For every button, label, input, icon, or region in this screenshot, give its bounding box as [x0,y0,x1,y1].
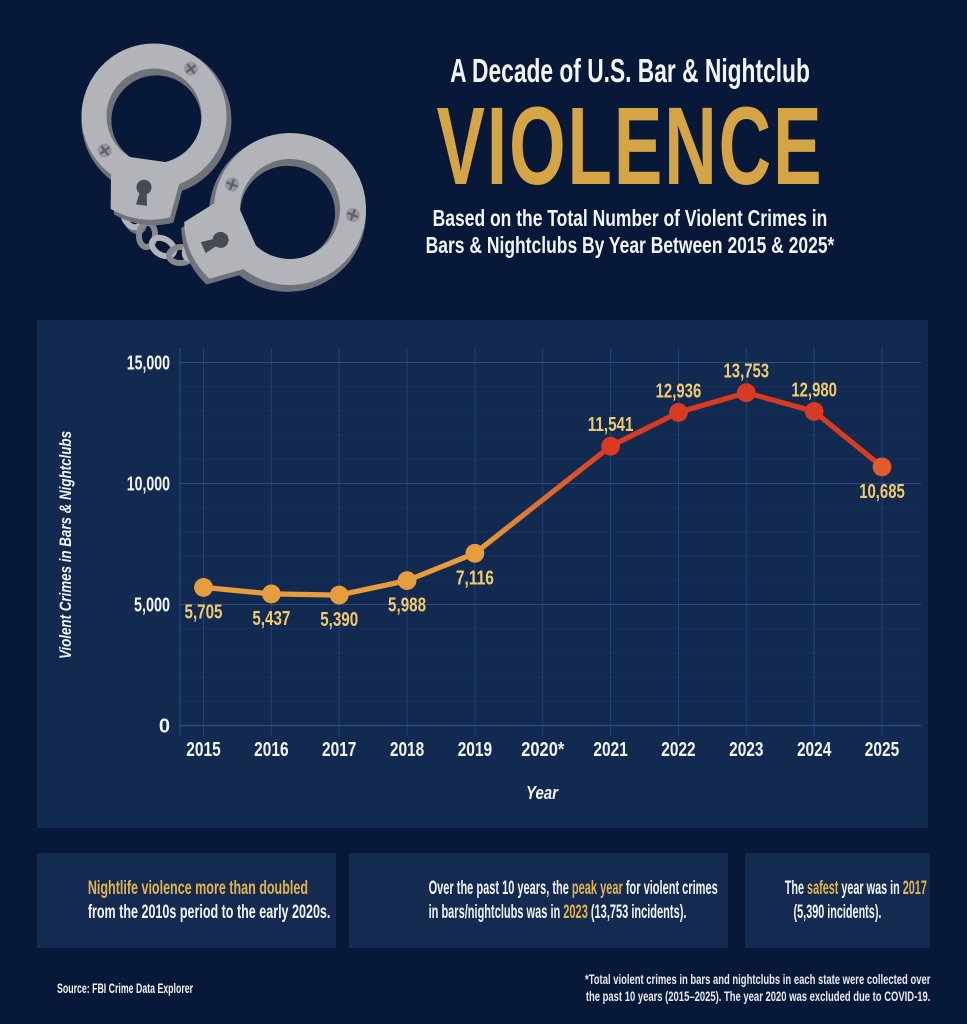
callout-doubled: Nightlife violence more than doubled fro… [37,853,336,948]
data-points [194,383,892,605]
screw-icon [345,207,360,222]
callout-safest-line2: (5,390 incidents). [793,901,882,923]
x-tick-label: 2020* [521,739,564,761]
peak-year-value: 2023 [563,901,588,923]
handcuffs-icon [81,43,367,292]
data-point-label: 12,980 [791,379,837,401]
callout-safest-line1: The safest year was in 2017 [784,877,927,899]
data-point-label: 5,705 [185,601,223,623]
x-tick-label: 2024 [797,739,832,761]
data-point-label: 11,541 [588,414,634,436]
x-tick-label: 2019 [458,739,492,761]
data-point [804,401,824,421]
handcuff-left [81,43,232,226]
data-point [669,403,688,422]
data-point-label: 12,936 [656,380,702,402]
x-axis-title: Year [526,783,559,803]
data-point [329,585,349,605]
handcuff-right [181,133,367,292]
x-tick-label: 2022 [661,739,695,761]
x-tick-label: 2025 [865,739,899,761]
y-tick-label: 0 [159,716,170,738]
source-credit: Source: FBI Crime Data Explorer [57,981,194,996]
callout-doubled-line1: Nightlife violence more than doubled [88,877,308,901]
data-point-label: 10,685 [859,481,905,503]
x-tick-labels: 2015 2016 2017 2018 2019 2020* 2021 2022 2023 202… [186,739,899,761]
grid-minor [180,386,921,702]
data-point-label: 13,753 [724,361,770,383]
y-axis-title: Violent Crimes in Bars & Nightclubs [56,431,75,659]
footnote-line2: the past 10 years (2015–2025). The year … [585,989,930,1004]
callout-peak-line1: Over the past 10 years, the peak year fo… [428,877,718,899]
header-subtitle-line1: Based on the Total Number of Violent Cri… [432,205,828,231]
series-line [200,390,885,598]
y-tick-label: 5,000 [134,595,170,617]
callout-peak-line2: in bars/nightclubs was in 2023 (13,753 i… [428,901,687,923]
data-point [261,584,281,604]
x-tick-label: 2018 [390,739,424,761]
footnote: *Total violent crimes in bars and nightc… [585,971,930,1005]
safest-emphasis: safest [807,877,839,899]
x-tick-label: 2023 [729,739,763,761]
peak-year-emphasis: peak year [571,877,623,899]
screw-icon [225,177,240,192]
safest-year-value: 2017 [902,877,927,899]
footnote-line1: *Total violent crimes in bars and nightc… [584,972,930,987]
data-point [872,457,892,477]
x-tick-label: 2015 [186,739,220,761]
grid-vertical [179,348,883,736]
screw-icon [97,143,112,158]
data-point [194,578,213,597]
data-point [397,571,417,590]
screw-icon [183,61,198,76]
data-point-label: 7,116 [456,567,494,589]
data-point [736,383,756,403]
data-point [465,543,485,563]
page-title: VIOLENCE [436,85,824,208]
callout-doubled-line2: from the 2010s period to the early 2020s… [87,901,331,923]
data-point-label: 5,390 [320,609,358,631]
chart-panel: 0 5,000 10,000 15,000 2015 2016 2017 2018 2019 20… [37,320,928,828]
y-tick-label: 10,000 [127,474,170,496]
x-tick-label: 2021 [593,739,627,761]
grid-major [180,361,921,727]
data-point-label: 5,988 [388,595,426,617]
header-kicker: A Decade of U.S. Bar & Nightclub [450,52,810,89]
callout-safest-year: The safest year was in 2017 (5,390 incid… [745,853,930,948]
y-tick-label: 15,000 [127,353,170,375]
data-point [601,436,620,456]
x-tick-label: 2017 [322,739,356,761]
header-subtitle-line2: Bars & Nightclubs By Year Between 2015 &… [425,232,835,258]
callout-peak-year: Over the past 10 years, the peak year fo… [349,853,728,948]
x-tick-label: 2016 [254,739,288,761]
callout-doubled-headline: Nightlife violence more than doubled [87,877,309,899]
data-point-labels: 5,705 5,437 5,390 5,988 7,116 11,541 12,936 13,… [185,361,905,631]
data-point-label: 5,437 [252,608,290,630]
y-tick-labels: 0 5,000 10,000 15,000 [127,353,170,738]
